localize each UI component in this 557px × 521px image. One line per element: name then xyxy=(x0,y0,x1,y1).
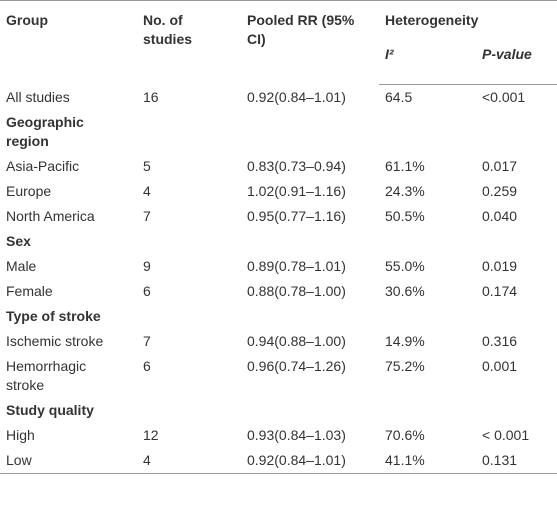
cell: 0.95(0.77–1.16) xyxy=(247,208,346,224)
cell: Low xyxy=(0,448,137,474)
empty-cell xyxy=(137,229,557,254)
header-cell: P-value xyxy=(476,33,557,85)
cell: 5 xyxy=(143,158,151,174)
data-row: Low 4 0.92(0.84–1.01) 41.1% 0.131 xyxy=(0,448,557,474)
cell: 6 xyxy=(143,283,151,299)
cell: North America xyxy=(6,208,95,224)
cell: 4 xyxy=(143,183,151,199)
section-row: Study quality xyxy=(0,398,557,423)
cell: < 0.001 xyxy=(482,427,530,443)
cell: 7 xyxy=(143,333,151,349)
cell: 0.017 xyxy=(482,158,518,174)
data-row: Female 6 0.88(0.78–1.00) 30.6% 0.174 xyxy=(0,279,557,304)
cell: Ischemic stroke xyxy=(6,333,104,349)
cell: 1.02(0.91–1.16) xyxy=(247,183,346,199)
table-header: Group No. of studies Pooled RR (95% CI) … xyxy=(0,0,557,85)
cell: 0.92(0.84–1.01) xyxy=(247,88,346,105)
data-row: Male 9 0.89(0.78–1.01) 55.0% 0.019 xyxy=(0,254,557,279)
section-row: Type of stroke xyxy=(0,304,557,329)
data-row: High 12 0.93(0.84–1.03) 70.6% < 0.001 xyxy=(0,423,557,448)
data-row: Asia-Pacific 5 0.83(0.73–0.94) 61.1% 0.017 xyxy=(0,154,557,179)
cell: 55.0% xyxy=(385,258,425,274)
header-cell: Heterogeneity xyxy=(379,0,557,33)
cell: 0.040 xyxy=(482,208,518,224)
header-cell: I² xyxy=(379,33,476,85)
cell: 70.6% xyxy=(385,427,425,443)
table-body: All studies 16 0.92(0.84–1.01) 64.5 <0.001 Ge… xyxy=(0,85,557,474)
cell: 30.6% xyxy=(385,283,425,299)
cell: Female xyxy=(6,283,53,299)
cell: 0.88(0.78–1.00) xyxy=(247,283,346,299)
header-cell: Group xyxy=(0,0,137,85)
section-label: Geographic region xyxy=(6,114,84,149)
results-table: Group No. of studies Pooled RR (95% CI) … xyxy=(0,0,557,474)
cell: 0.92(0.84–1.01) xyxy=(241,448,379,474)
cell: <0.001 xyxy=(482,89,526,105)
data-row: Europe 4 1.02(0.91–1.16) 24.3% 0.259 xyxy=(0,179,557,204)
section-row: Sex xyxy=(0,229,557,254)
cell: 0.83(0.73–0.94) xyxy=(247,158,346,174)
section-label: Sex xyxy=(6,233,31,249)
cell: 0.019 xyxy=(482,258,518,274)
cell: 0.259 xyxy=(482,183,518,199)
cell: High xyxy=(6,427,35,443)
cell: 0.001 xyxy=(482,358,518,374)
cell: 9 xyxy=(143,258,151,274)
cell: 4 xyxy=(137,448,241,474)
cell: 41.1% xyxy=(379,448,476,474)
section-label: Study quality xyxy=(6,402,94,418)
cell: 14.9% xyxy=(385,333,425,349)
data-row: Hemorrhagic stroke 6 0.96(0.74–1.26) 75.2% 0… xyxy=(0,354,557,398)
section-row: Geographic region xyxy=(0,110,557,154)
header-cell: No. of studies xyxy=(137,0,241,85)
data-row: All studies 16 0.92(0.84–1.01) 64.5 <0.001 xyxy=(0,85,557,111)
cell: 75.2% xyxy=(385,358,425,374)
cell: 12 xyxy=(143,427,159,443)
empty-cell xyxy=(137,110,557,154)
cell: 0.89(0.78–1.01) xyxy=(247,258,346,274)
empty-cell xyxy=(137,398,557,423)
cell: 0.96(0.74–1.26) xyxy=(247,358,346,374)
cell: Asia-Pacific xyxy=(6,158,80,174)
cell: 24.3% xyxy=(385,183,425,199)
cell: 0.316 xyxy=(482,333,518,349)
cell: 0.94(0.88–1.00) xyxy=(247,333,346,349)
cell: All studies xyxy=(6,88,70,105)
data-row: North America 7 0.95(0.77–1.16) 50.5% 0.040 xyxy=(0,204,557,229)
cell: 50.5% xyxy=(385,208,425,224)
header-row: I² P-value xyxy=(0,33,557,85)
header-cell: Pooled RR (95% CI) xyxy=(241,0,379,85)
cell: 61.1% xyxy=(385,158,425,174)
header-row: Group No. of studies Pooled RR (95% CI) … xyxy=(0,0,557,85)
cell: 0.131 xyxy=(476,448,557,474)
cell: 0.93(0.84–1.03) xyxy=(247,427,346,443)
cell: 0.174 xyxy=(482,283,518,299)
cell: Hemorrhagic stroke xyxy=(6,358,87,393)
cell: 7 xyxy=(143,208,151,224)
cell: 16 xyxy=(143,88,159,105)
section-label: Type of stroke xyxy=(6,308,101,324)
data-row: Ischemic stroke 7 0.94(0.88–1.00) 14.9% 0.31… xyxy=(0,329,557,354)
empty-cell xyxy=(137,304,557,329)
cell: Male xyxy=(6,258,37,274)
cell: Europe xyxy=(6,183,52,199)
cell: 64.5 xyxy=(385,89,413,105)
cell: 6 xyxy=(143,358,151,374)
